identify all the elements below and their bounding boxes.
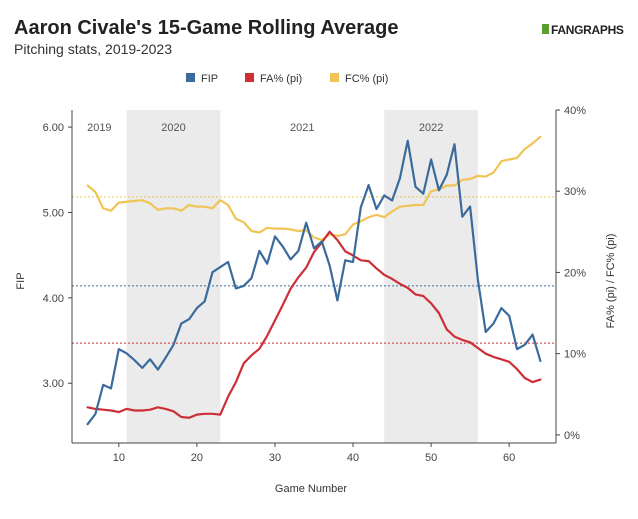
season-label-2022: 2022 bbox=[419, 122, 443, 134]
season-band-2020 bbox=[126, 110, 221, 443]
legend-label-fip: FIP bbox=[201, 73, 218, 85]
legend-swatch-fip bbox=[186, 73, 195, 82]
y2-tick-label: 20% bbox=[564, 267, 586, 279]
series-line-fc-pi bbox=[86, 135, 542, 242]
series-lines bbox=[86, 135, 542, 426]
x-tick-label: 20 bbox=[191, 452, 203, 464]
legend-label-fa: FA% (pi) bbox=[260, 73, 302, 85]
fangraphs-logo-text: FANGRAPHS bbox=[551, 23, 624, 37]
axes: 10 20 30 40 50 60 3.00 4.00 5.00 6.00 0% 10% 20% 30% 4… bbox=[43, 105, 587, 464]
legend: FIP FA% (pi) FC% (pi) bbox=[186, 73, 388, 85]
y-tick-label: 4.00 bbox=[43, 293, 64, 305]
y2-axis-label: FA% (pi) / FC% (pi) bbox=[605, 234, 617, 329]
y-tick-label: 3.00 bbox=[43, 378, 64, 390]
x-tick-label: 30 bbox=[269, 452, 281, 464]
y2-tick-label: 10% bbox=[564, 349, 586, 361]
y2-tick-label: 0% bbox=[564, 430, 580, 442]
reference-lines bbox=[72, 196, 556, 344]
season-band-2022 bbox=[384, 110, 478, 443]
chart-subtitle: Pitching stats, 2019-2023 bbox=[14, 41, 172, 57]
season-label-2020: 2020 bbox=[161, 122, 185, 134]
chart-title: Aaron Civale's 15-Game Rolling Average bbox=[14, 17, 399, 39]
season-label-2021: 2021 bbox=[290, 122, 314, 134]
x-tick-label: 60 bbox=[503, 452, 515, 464]
x-tick-label: 10 bbox=[113, 452, 125, 464]
legend-label-fc: FC% (pi) bbox=[345, 73, 388, 85]
y2-tick-label: 30% bbox=[564, 186, 586, 198]
legend-swatch-fc bbox=[330, 73, 339, 82]
season-label-2019: 2019 bbox=[87, 122, 111, 134]
series-line-fa-pi bbox=[86, 230, 542, 419]
x-tick-label: 40 bbox=[347, 452, 359, 464]
y-axis-label: FIP bbox=[15, 272, 27, 289]
season-bands: 2019 2020 2021 2022 bbox=[87, 110, 478, 443]
y-tick-label: 6.00 bbox=[43, 122, 64, 134]
y-tick-label: 5.00 bbox=[43, 207, 64, 219]
fangraphs-logo: FANGRAPHS bbox=[542, 23, 624, 37]
legend-swatch-fa bbox=[245, 73, 254, 82]
y2-tick-label: 40% bbox=[564, 105, 586, 117]
fangraphs-logo-mark bbox=[542, 24, 549, 34]
series-line-fip bbox=[86, 139, 542, 426]
x-tick-label: 50 bbox=[425, 452, 437, 464]
x-axis-label: Game Number bbox=[275, 483, 347, 495]
